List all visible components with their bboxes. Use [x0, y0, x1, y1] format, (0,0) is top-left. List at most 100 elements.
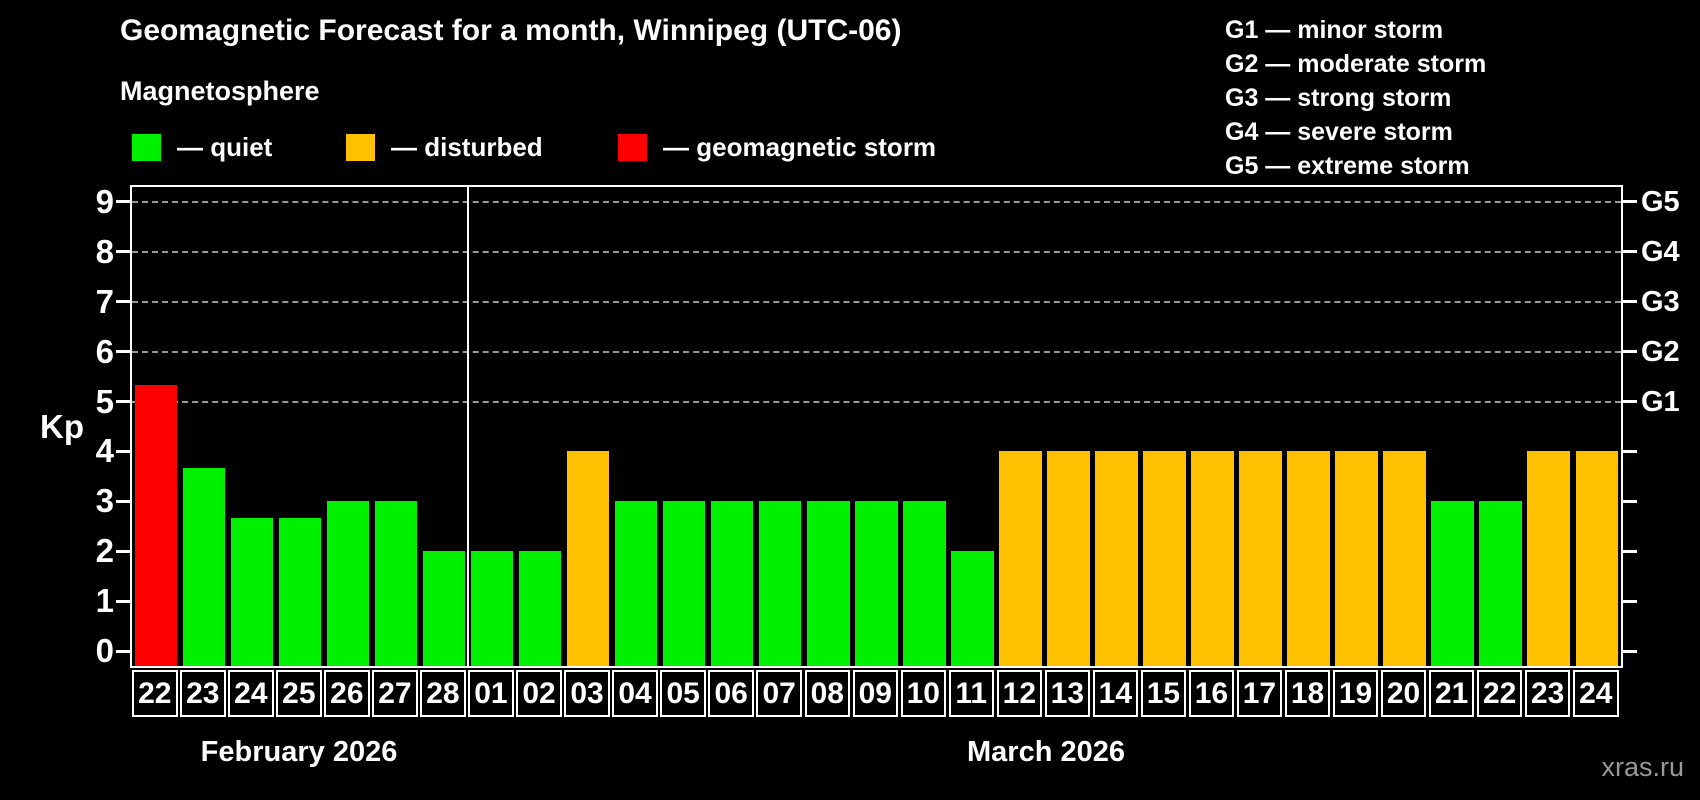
- legend-label-quiet: — quiet: [177, 132, 273, 162]
- date-cell: 22: [132, 670, 178, 717]
- date-cell: 09: [852, 670, 898, 717]
- date-cell: 04: [612, 670, 658, 717]
- y-axis-tick-label: 4: [95, 432, 114, 470]
- y-axis-tick-label: 3: [95, 482, 114, 520]
- date-cell: 17: [1236, 670, 1283, 717]
- g-legend-line-g4: G4 — severe storm: [1225, 118, 1453, 146]
- storm-color-swatch: [618, 134, 647, 161]
- date-cell: 25: [276, 670, 322, 717]
- y-axis-tick-label: 0: [95, 632, 114, 669]
- y-axis-tick-label: 8: [95, 232, 114, 270]
- y-axis-tick-right: [1623, 499, 1637, 503]
- y-axis-tick-left: [116, 200, 130, 204]
- date-cell: 05: [660, 670, 706, 717]
- gridline-g5: [132, 200, 1621, 203]
- date-cell: 13: [1044, 670, 1091, 717]
- y-axis-tick-right: [1623, 449, 1637, 453]
- date-cell: 02: [516, 670, 562, 717]
- date-cell: 12: [996, 670, 1043, 717]
- g-level-label-g1: G1: [1641, 385, 1680, 418]
- y-axis-tick-label: 5: [95, 382, 114, 420]
- g-legend-line-g5: G5 — extreme storm: [1225, 152, 1470, 180]
- gridline-g3: [132, 300, 1621, 303]
- kp-bar: [1383, 451, 1426, 666]
- date-cell: 28: [420, 670, 466, 717]
- date-cell: 22: [1476, 670, 1523, 717]
- date-cell: 06: [708, 670, 754, 717]
- disturbed-color-swatch: [346, 134, 375, 161]
- watermark: xras.ru: [1601, 752, 1684, 782]
- month-label-february: February 2026: [200, 736, 398, 768]
- date-cell: 20: [1380, 670, 1427, 717]
- kp-bar: [518, 551, 562, 666]
- date-cell: 14: [1092, 670, 1139, 717]
- kp-bar: [1287, 451, 1330, 666]
- legend-label-storm: — geomagnetic storm: [663, 132, 937, 162]
- y-axis-tick-left: [116, 649, 130, 653]
- y-axis-tick-right: [1623, 599, 1637, 603]
- kp-bar: [1047, 451, 1090, 666]
- date-cell: 26: [324, 670, 370, 717]
- month-separator-line: [467, 187, 470, 666]
- date-cell: 08: [804, 670, 850, 717]
- g-level-label-g5: G5: [1641, 185, 1680, 218]
- date-cell: 27: [372, 670, 418, 717]
- date-cell: 24: [1573, 670, 1619, 717]
- date-cell: 03: [564, 670, 610, 717]
- y-axis-tick-left: [116, 300, 130, 304]
- y-axis-tick-left: [116, 499, 130, 503]
- month-label-march: March 2026: [967, 736, 1125, 768]
- date-cell: 11: [948, 670, 994, 717]
- kp-bar: [1575, 451, 1618, 666]
- date-cell: 23: [180, 670, 226, 717]
- y-axis-tick-label: 6: [95, 332, 114, 370]
- y-axis-tick-right: [1623, 200, 1637, 204]
- kp-bar: [1239, 451, 1282, 666]
- legend-item-disturbed: — disturbed: [346, 132, 543, 163]
- y-axis-tick-left: [116, 400, 130, 403]
- kp-bar: [614, 501, 658, 666]
- g-level-label-g2: G2: [1641, 335, 1680, 368]
- date-cell: 01: [468, 670, 514, 717]
- y-axis-tick-label: 9: [95, 182, 114, 220]
- y-axis-tick-label: 2: [95, 532, 114, 570]
- kp-bar: [278, 517, 322, 666]
- y-axis-tick-right: [1623, 400, 1637, 403]
- y-axis-tick-label: 7: [95, 282, 114, 320]
- chart-title: Geomagnetic Forecast for a month, Winnip…: [120, 14, 902, 47]
- kp-bar: [422, 551, 466, 666]
- y-axis-tick-left: [116, 549, 130, 553]
- kp-bar: [1479, 501, 1522, 666]
- date-cell: 16: [1188, 670, 1235, 717]
- kp-bar: [1143, 451, 1186, 666]
- g-level-label-g3: G3: [1641, 285, 1680, 318]
- kp-bar: [566, 451, 610, 666]
- y-axis-tick-right: [1623, 350, 1637, 354]
- kp-bar: [903, 501, 946, 666]
- y-axis-tick-left: [116, 599, 130, 603]
- g-legend-line-g1: G1 — minor storm: [1225, 16, 1444, 44]
- kp-bar: [1335, 451, 1378, 666]
- y-axis-tick-left: [116, 250, 130, 254]
- kp-bar: [951, 551, 994, 666]
- kp-bar: [758, 501, 802, 666]
- kp-bar: [807, 501, 850, 666]
- y-axis-tick-right: [1623, 250, 1637, 254]
- kp-bar: [230, 517, 274, 666]
- date-cell: 07: [756, 670, 802, 717]
- date-cell: 24: [228, 670, 274, 717]
- y-axis-tick-right: [1623, 549, 1637, 553]
- legend-item-storm: — geomagnetic storm: [618, 132, 936, 163]
- y-axis-tick-label: 1: [95, 582, 114, 620]
- kp-bar: [710, 501, 754, 666]
- kp-bar: [662, 501, 706, 666]
- date-cell: 18: [1284, 670, 1331, 717]
- gridline-g4: [132, 250, 1621, 253]
- kp-bar: [326, 501, 370, 666]
- y-axis-tick-right: [1623, 649, 1637, 653]
- kp-bar: [855, 501, 898, 666]
- plot-area: [130, 185, 1623, 668]
- date-cell: 15: [1140, 670, 1187, 717]
- date-cell: 10: [900, 670, 946, 717]
